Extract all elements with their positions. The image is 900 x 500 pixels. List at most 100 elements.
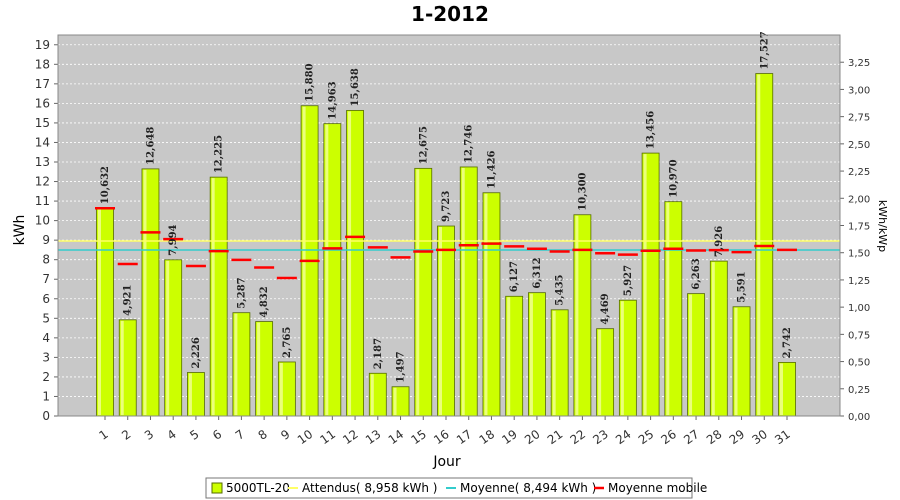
bar-highlight-20 <box>529 293 533 415</box>
legend-label-3: Moyenne mobile <box>608 481 707 495</box>
bar-highlight-3 <box>143 169 147 415</box>
y2-tick-label-13: 3,25 <box>848 58 870 69</box>
bar-highlight-26 <box>666 202 670 415</box>
x-tick-label-2: 2 <box>119 427 133 443</box>
y-tick-label-15: 15 <box>35 116 50 130</box>
x-tick-label-27: 27 <box>681 427 702 447</box>
y2-tick-label-2: 0,50 <box>848 358 870 369</box>
x-tick-label-3: 3 <box>142 427 156 443</box>
bar-highlight-5 <box>188 373 192 415</box>
bar-highlight-22 <box>575 215 579 415</box>
value-label-13: 2,187 <box>373 338 384 369</box>
value-label-15: 12,675 <box>418 126 429 164</box>
x-tick-label-18: 18 <box>477 427 498 447</box>
value-label-11: 14,963 <box>327 81 338 119</box>
value-label-10: 15,880 <box>305 63 316 101</box>
value-label-21: 5,435 <box>555 274 566 305</box>
value-label-19: 6,127 <box>509 261 520 292</box>
x-tick-label-10: 10 <box>295 427 316 447</box>
y-tick-label-6: 6 <box>42 292 50 306</box>
bar-highlight-24 <box>620 301 624 415</box>
y-tick-label-18: 18 <box>35 57 50 71</box>
y2-axis-label: kWh/kWp <box>876 200 889 252</box>
x-tick-label-28: 28 <box>704 427 725 447</box>
value-label-16: 9,723 <box>441 191 452 222</box>
value-label-18: 11,426 <box>486 150 497 188</box>
bar-highlight-7 <box>234 313 238 415</box>
y-tick-label-13: 13 <box>35 155 50 169</box>
y2-tick-label-10: 2,50 <box>848 140 870 151</box>
x-tick-label-22: 22 <box>568 427 589 447</box>
bar-highlight-11 <box>325 124 329 416</box>
x-tick-label-1: 1 <box>96 427 110 443</box>
bar-highlight-19 <box>507 297 511 415</box>
y-tick-label-5: 5 <box>42 311 50 325</box>
bar-highlight-9 <box>279 362 283 415</box>
value-labels: 10,632 4,921 12,648 7,994 2,226 12,225 5,287 4,… <box>100 31 793 383</box>
y2-tick-label-7: 1,75 <box>848 222 870 233</box>
bar-highlight-8 <box>257 322 261 415</box>
x-axis-label: Jour <box>432 454 461 470</box>
bar-highlight-4 <box>166 260 170 415</box>
legend-label-0: 5000TL-20 <box>226 481 290 495</box>
y2-tick-label-8: 2,00 <box>848 194 870 205</box>
plot-border <box>57 34 841 417</box>
x-tick-label-5: 5 <box>187 427 201 443</box>
x-tick-label-17: 17 <box>454 427 475 447</box>
y-tick-label-16: 16 <box>35 96 50 110</box>
x-axis-ticks: 1 2 3 4 5 6 7 8 9 10 11 12 13 14 15 16 17 18 19 20 21 22 23 24 2… <box>96 416 793 447</box>
value-label-5: 2,226 <box>191 337 202 368</box>
bar-highlight-2 <box>120 320 124 415</box>
chart-title: 1-2012 <box>411 2 489 26</box>
bar-highlight-6 <box>211 178 215 415</box>
value-label-24: 5,927 <box>623 265 634 296</box>
y-tick-label-17: 17 <box>35 77 50 91</box>
y-tick-label-9: 9 <box>42 233 50 247</box>
y-tick-label-0: 0 <box>42 409 50 423</box>
bar-highlight-28 <box>711 262 715 415</box>
value-label-14: 1,497 <box>396 351 407 382</box>
value-label-1: 10,632 <box>100 166 111 204</box>
x-tick-label-23: 23 <box>590 427 611 447</box>
y-tick-label-8: 8 <box>42 253 50 267</box>
bar-highlight-12 <box>348 111 352 416</box>
x-tick-label-13: 13 <box>363 427 384 447</box>
bar-highlight-13 <box>370 374 374 415</box>
y-tick-label-1: 1 <box>42 389 50 403</box>
y2-tick-label-0: 0,00 <box>848 412 870 423</box>
bar-highlight-27 <box>689 294 693 415</box>
bar-highlight-15 <box>416 169 420 415</box>
y2-tick-label-5: 1,25 <box>848 276 870 287</box>
value-label-12: 15,638 <box>350 68 361 106</box>
value-label-7: 5,287 <box>236 277 247 308</box>
value-label-9: 2,765 <box>282 327 293 358</box>
y-tick-label-7: 7 <box>42 272 50 286</box>
x-tick-label-16: 16 <box>431 427 452 447</box>
value-label-4: 7,994 <box>168 224 179 255</box>
y2-tick-label-12: 3,00 <box>848 85 870 96</box>
y2-tick-label-3: 0,75 <box>848 330 870 341</box>
x-tick-label-29: 29 <box>727 427 748 447</box>
x-tick-label-8: 8 <box>256 427 270 443</box>
x-tick-label-21: 21 <box>545 427 566 447</box>
bar-highlight-21 <box>552 310 556 415</box>
value-label-23: 4,469 <box>600 293 611 324</box>
value-label-29: 5,591 <box>737 271 748 302</box>
y2-tick-label-1: 0,25 <box>848 385 870 396</box>
value-label-20: 6,312 <box>532 257 543 288</box>
legend-label-1: Attendus( 8,958 kWh ) <box>302 481 437 495</box>
y-axis-label: kWh <box>12 215 28 246</box>
bar-highlight-16 <box>438 227 442 415</box>
bar-highlight-23 <box>598 329 602 415</box>
x-tick-label-31: 31 <box>772 427 793 447</box>
x-tick-label-4: 4 <box>165 427 179 443</box>
value-label-28: 7,926 <box>714 226 725 257</box>
y2-tick-label-9: 2,25 <box>848 167 870 178</box>
x-tick-label-30: 30 <box>749 427 770 447</box>
y2-axis-ticks: 0,00 0,25 0,50 0,75 1,00 1,25 1,50 1,75 2,00 2,25… <box>840 58 870 423</box>
y-tick-label-14: 14 <box>35 135 50 149</box>
value-label-3: 12,648 <box>145 127 156 165</box>
x-tick-label-7: 7 <box>233 427 247 443</box>
